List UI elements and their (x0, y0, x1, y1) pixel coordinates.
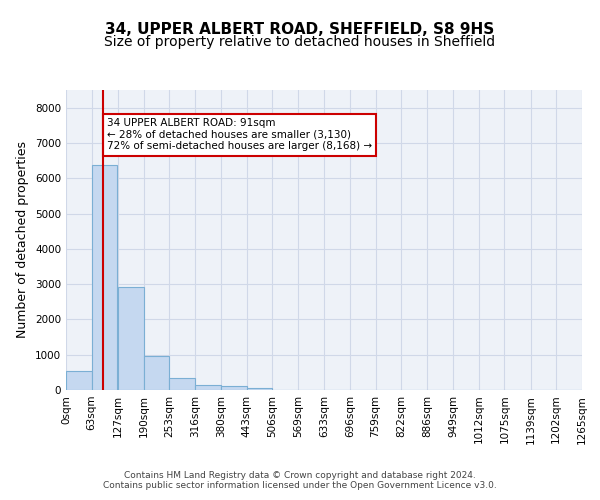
Bar (66, 371, 92, 390)
Text: Contains HM Land Registry data © Crown copyright and database right 2024.
Contai: Contains HM Land Registry data © Crown c… (103, 470, 497, 490)
Bar (118, 287, 143, 390)
Text: 34 UPPER ALBERT ROAD: 91sqm
← 28% of detached houses are smaller (3,130)
72% of : 34 UPPER ALBERT ROAD: 91sqm ← 28% of det… (107, 118, 373, 152)
Bar (143, 356, 169, 390)
Bar (92, 165, 118, 390)
Bar (195, 384, 221, 390)
Bar (221, 386, 247, 390)
Bar (169, 378, 195, 390)
Bar (247, 388, 272, 390)
Y-axis label: Number of detached properties: Number of detached properties (16, 142, 29, 338)
Text: Size of property relative to detached houses in Sheffield: Size of property relative to detached ho… (104, 35, 496, 49)
Text: 34, UPPER ALBERT ROAD, SHEFFIELD, S8 9HS: 34, UPPER ALBERT ROAD, SHEFFIELD, S8 9HS (106, 22, 494, 38)
